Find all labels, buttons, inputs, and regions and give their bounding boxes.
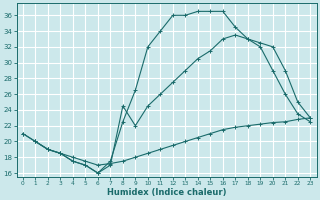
X-axis label: Humidex (Indice chaleur): Humidex (Indice chaleur)	[107, 188, 226, 197]
